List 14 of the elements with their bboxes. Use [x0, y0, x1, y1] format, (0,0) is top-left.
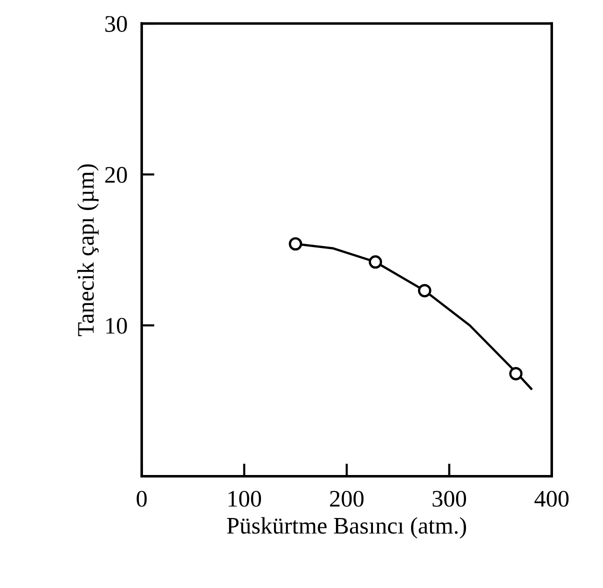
x-axis-title: Püskürtme Basıncı (atm.): [227, 517, 466, 539]
x-tick-label: 300: [432, 490, 466, 507]
y-tick-label: 10: [106, 318, 127, 334]
x-tick-label: 400: [534, 490, 569, 507]
x-tick-label: 0: [136, 490, 147, 507]
point: [288, 237, 302, 251]
y-tick-label: 30: [105, 16, 127, 32]
point: [418, 284, 432, 298]
point: [509, 366, 523, 380]
y-axis-title: Tanecik çapı (µm): [77, 164, 99, 336]
y-tick-label: 20: [105, 166, 127, 183]
x-tick-label: 100: [228, 490, 262, 507]
point: [368, 255, 382, 269]
x-tick-label: 200: [330, 490, 364, 507]
